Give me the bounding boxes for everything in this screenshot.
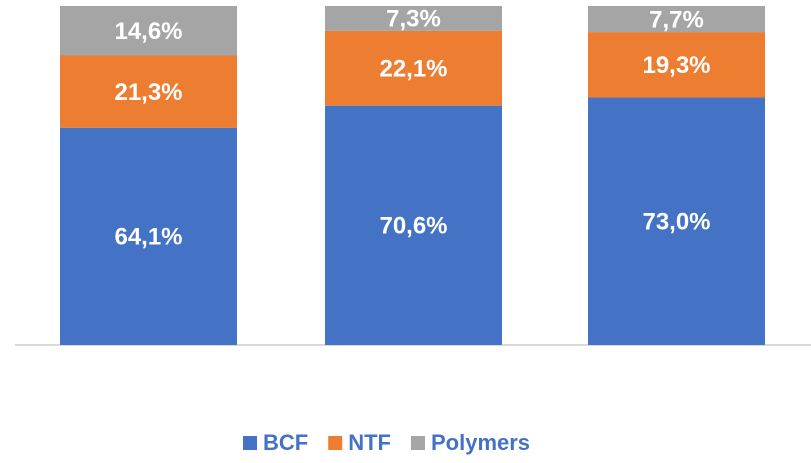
bar-segment bbox=[60, 6, 237, 56]
legend-label: NTF bbox=[348, 430, 391, 455]
legend-label: BCF bbox=[263, 430, 308, 455]
data-label: 21,3% bbox=[114, 79, 182, 106]
bar-segment bbox=[60, 55, 237, 128]
legend-swatch bbox=[328, 436, 343, 450]
data-label: 19,3% bbox=[642, 52, 710, 79]
data-label: 7,7% bbox=[649, 6, 704, 33]
bar-segment bbox=[325, 6, 502, 31]
legend-swatch bbox=[410, 436, 425, 450]
bar-segment bbox=[325, 105, 502, 345]
bar-segment bbox=[588, 6, 765, 33]
bar-segment bbox=[60, 127, 237, 346]
data-label: 22,1% bbox=[379, 56, 447, 83]
legend-swatch bbox=[243, 436, 257, 450]
data-label: 73,0% bbox=[642, 209, 710, 236]
data-label: 64,1% bbox=[114, 224, 182, 251]
data-label: 14,6% bbox=[114, 18, 182, 45]
legend-label: Polymers bbox=[431, 430, 530, 455]
bar-segment bbox=[588, 97, 765, 345]
data-label: 70,6% bbox=[379, 213, 447, 240]
bar-segment bbox=[588, 32, 765, 98]
bar-segment bbox=[325, 30, 502, 106]
data-label: 7,3% bbox=[386, 6, 441, 33]
